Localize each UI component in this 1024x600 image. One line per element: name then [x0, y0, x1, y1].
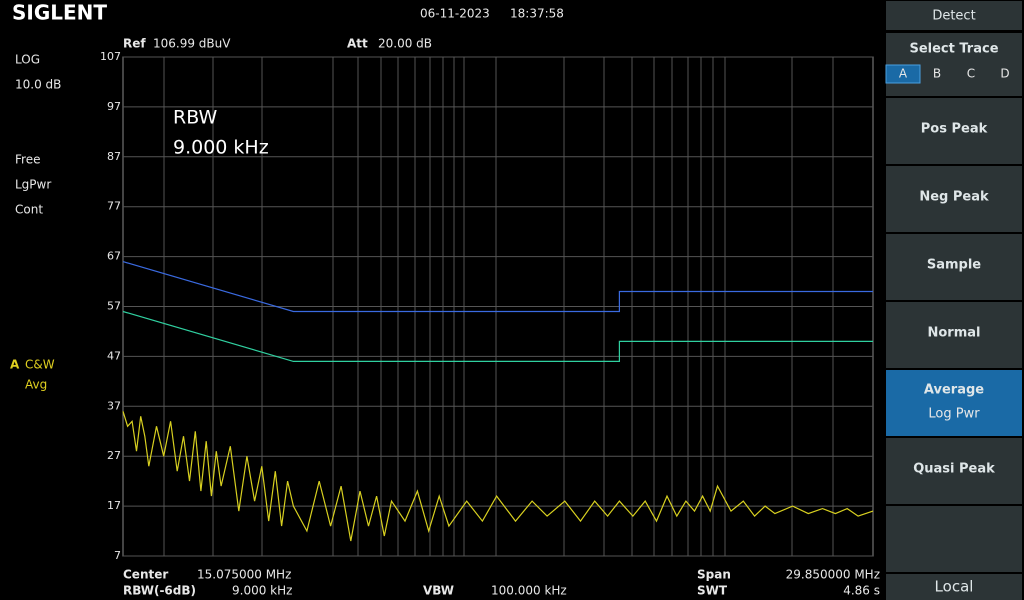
y-tick-label: 107 — [100, 50, 121, 63]
trace — [122, 310, 873, 362]
center-label: Center — [123, 568, 168, 582]
span-value: 29.850000 MHz — [786, 568, 880, 582]
trace-option[interactable]: B — [933, 67, 941, 81]
y-tick-label: 57 — [107, 300, 121, 313]
trace-selector: A B C D — [885, 64, 1010, 84]
trace-option[interactable]: D — [1000, 67, 1009, 81]
y-tick-label: 37 — [107, 399, 121, 412]
att-value: 20.00 dB — [378, 37, 432, 51]
detector: LgPwr — [15, 178, 51, 192]
mode: Cont — [15, 203, 43, 217]
menu-button[interactable] — [886, 98, 1022, 164]
ref-label: Ref — [123, 37, 146, 51]
local: Local — [935, 578, 974, 596]
scale-div: 10.0 dB — [15, 78, 61, 92]
menu-label: Pos Peak — [921, 122, 988, 137]
trace — [122, 411, 874, 542]
vbw-value: 100.000 kHz — [491, 584, 567, 598]
menu-button[interactable] — [886, 302, 1022, 368]
span-label: Span — [697, 568, 731, 582]
date: 06-11-2023 — [420, 7, 490, 21]
logo: SIGLENT — [12, 1, 107, 25]
trace-option[interactable]: A — [899, 67, 908, 81]
center-value: 15.075000 MHz — [197, 568, 291, 582]
menu-sub: Log Pwr — [928, 407, 980, 422]
menu-label: Quasi Peak — [913, 462, 995, 477]
scale: LOG — [15, 53, 40, 67]
y-tick-label: 97 — [107, 100, 121, 113]
rbw-label: RBW(-6dB) — [123, 584, 196, 598]
menu-title: Detect — [932, 9, 975, 24]
select-trace: Select Trace — [909, 42, 998, 57]
swt-label: SWT — [697, 584, 728, 598]
plot — [122, 56, 874, 557]
trace-mode: C&W — [25, 358, 55, 372]
ref-value: 106.99 dBuV — [153, 37, 231, 51]
trace-tab[interactable] — [885, 64, 921, 84]
menu-button[interactable] — [886, 234, 1022, 300]
menu-buttons: Pos Peak Neg Peak Sample Normal Average Log P… — [886, 98, 1022, 572]
y-tick-label: 77 — [107, 200, 121, 213]
menu-button[interactable] — [886, 370, 1022, 436]
y-tick-label: 27 — [107, 449, 121, 462]
y-tick-label: 17 — [107, 499, 121, 512]
menu-title-box — [886, 1, 1022, 30]
vbw-label: VBW — [423, 584, 454, 598]
swt-value: 4.86 s — [843, 584, 880, 598]
trace-option[interactable]: C — [967, 67, 975, 81]
y-tick-label: 7 — [114, 549, 121, 562]
menu-label: Average — [924, 383, 984, 398]
trace-id: A — [10, 358, 20, 372]
menu-button[interactable] — [886, 166, 1022, 232]
annotation: 9.000 kHz — [173, 137, 269, 159]
menu-button[interactable] — [886, 506, 1022, 572]
time: 18:37:58 — [510, 7, 564, 21]
rbw-value: 9.000 kHz — [232, 584, 292, 598]
annotation: RBW — [173, 107, 218, 129]
trace — [122, 261, 873, 313]
menu: Detect Select Trace A B C D Pos Peak Neg Pea… — [885, 1, 1022, 600]
y-tick-label: 87 — [107, 150, 121, 163]
menu-button[interactable] — [886, 438, 1022, 504]
local-box[interactable] — [886, 574, 1022, 600]
sweep: Free — [15, 153, 40, 167]
y-tick-label: 67 — [107, 250, 121, 263]
att-label: Att — [347, 37, 368, 51]
menu-label: Sample — [927, 258, 981, 273]
y-tick-label: 47 — [107, 349, 121, 362]
trace-avg: Avg — [25, 378, 47, 392]
menu-label: Normal — [928, 326, 981, 341]
menu-label: Neg Peak — [919, 190, 989, 205]
